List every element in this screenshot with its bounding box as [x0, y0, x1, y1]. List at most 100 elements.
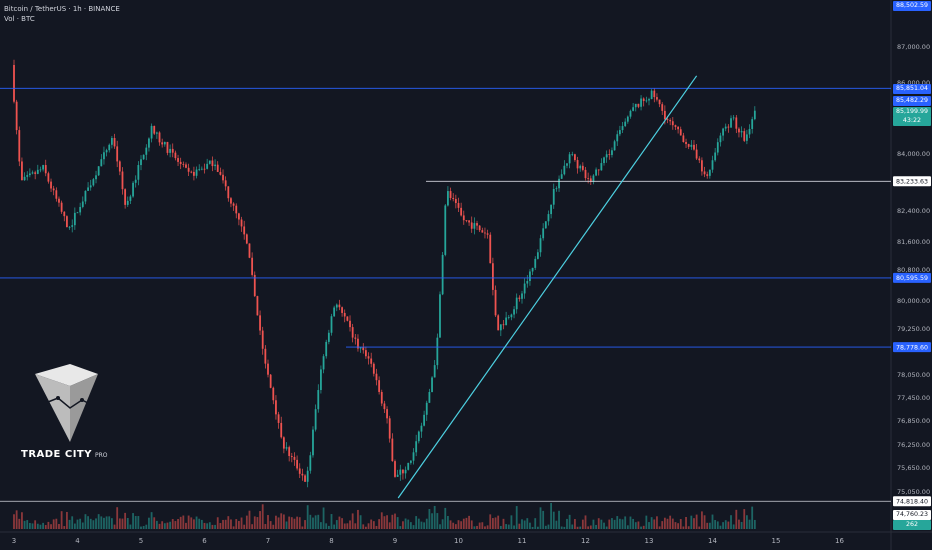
- candle-body: [579, 165, 582, 169]
- volume-bar: [629, 516, 632, 529]
- volume-bar: [261, 504, 264, 529]
- volume-bar: [740, 521, 743, 529]
- volume-bar: [650, 517, 653, 529]
- volume-bar: [624, 516, 627, 529]
- candle-body: [261, 330, 264, 349]
- volume-bar: [272, 524, 275, 529]
- volume-bar: [267, 515, 269, 529]
- candle-body: [695, 149, 698, 159]
- candle-body: [251, 257, 254, 275]
- volume-bar: [179, 516, 182, 529]
- candle-body: [142, 154, 145, 160]
- candle-body: [661, 104, 664, 111]
- volume-bar: [394, 513, 396, 529]
- volume-bar: [314, 515, 317, 529]
- volume-bar: [341, 518, 343, 529]
- candle-body: [121, 171, 124, 190]
- candle-body: [155, 132, 158, 134]
- volume-bar: [616, 516, 619, 529]
- volume-bar: [584, 515, 587, 529]
- volume-bar: [137, 516, 140, 529]
- volume-bar: [95, 518, 97, 529]
- candle-body: [227, 186, 230, 199]
- candle-body: [653, 90, 656, 98]
- volume-bar: [216, 517, 219, 529]
- volume-bar: [476, 525, 478, 529]
- candle-body: [711, 160, 714, 170]
- candle-body: [309, 455, 312, 471]
- volume-bar: [343, 523, 346, 529]
- volume-bar: [428, 509, 431, 529]
- volume-bar: [81, 522, 84, 529]
- logo-name: TRADE CITY: [21, 449, 92, 460]
- volume-bar: [656, 516, 658, 529]
- price-tag-last: 85,199.99: [893, 107, 931, 117]
- volume-bar: [743, 509, 746, 529]
- volume-bar: [722, 522, 724, 529]
- candle-body: [624, 121, 627, 127]
- candle-body: [84, 190, 87, 202]
- volume-bar: [489, 514, 492, 529]
- x-tick-label: 4: [75, 537, 80, 545]
- volume-bar: [171, 519, 174, 529]
- volume-bar: [391, 514, 394, 529]
- candle-body: [357, 338, 359, 349]
- volume-legend[interactable]: Vol · BTC: [4, 15, 35, 23]
- volume-bar: [441, 519, 444, 529]
- candle-body: [132, 182, 134, 197]
- candle-body: [457, 203, 460, 208]
- volume-bar: [732, 524, 735, 529]
- candle-body: [460, 207, 463, 216]
- volume-bar: [235, 519, 238, 529]
- volume-bar: [306, 505, 309, 529]
- volume-bar: [322, 507, 325, 529]
- candle-body: [71, 225, 74, 227]
- candle-body: [240, 219, 243, 227]
- candle-body: [103, 152, 105, 160]
- volume-bar: [671, 518, 674, 529]
- candle-body: [391, 438, 394, 462]
- volume-bar: [155, 520, 158, 529]
- volume-bar: [457, 520, 460, 529]
- candle-body: [148, 138, 150, 148]
- candle-body: [412, 452, 415, 461]
- volume-bar: [18, 518, 21, 529]
- symbol-title[interactable]: Bitcoin / TetherUS · 1h · BINANCE: [4, 5, 120, 13]
- volume-bar: [63, 526, 66, 529]
- volume-bar: [367, 523, 370, 529]
- volume-bar: [513, 525, 515, 529]
- candle-body: [140, 159, 142, 166]
- candle-body: [605, 154, 608, 158]
- volume-bar: [354, 523, 357, 529]
- volume-bar: [26, 520, 29, 529]
- level-price-label: 74,818.40: [896, 499, 928, 506]
- candle-body: [63, 211, 66, 217]
- candle-body: [301, 473, 304, 476]
- candle-body: [179, 161, 182, 165]
- volume-bar: [499, 525, 502, 529]
- volume-bar: [285, 521, 288, 529]
- candle-body: [523, 283, 526, 294]
- volume-bar: [486, 525, 489, 529]
- volume-bar: [481, 522, 484, 529]
- volume-bar: [568, 514, 571, 529]
- volume-bar: [603, 522, 605, 529]
- volume-bar: [66, 511, 68, 529]
- candle-body: [58, 198, 60, 203]
- volume-bar: [597, 518, 600, 529]
- volume-bar: [669, 515, 672, 529]
- volume-bar: [404, 518, 407, 529]
- candle-body: [124, 189, 127, 205]
- volume-bar: [706, 522, 709, 529]
- candle-body: [275, 400, 277, 415]
- volume-bar: [163, 523, 166, 529]
- candle-body: [237, 213, 240, 220]
- candle-body: [87, 187, 89, 191]
- candle-body: [566, 163, 568, 166]
- x-tick-label: 10: [454, 537, 463, 545]
- volume-bar: [701, 511, 703, 529]
- candle-body: [494, 289, 497, 316]
